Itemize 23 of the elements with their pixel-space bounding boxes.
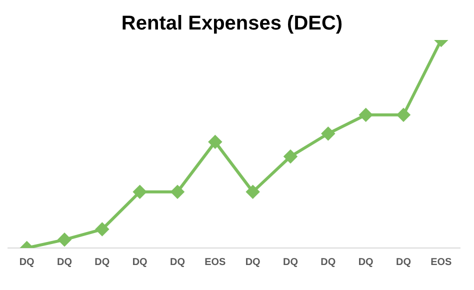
x-tick-label: DQ [245,256,261,268]
point [246,185,260,198]
point [359,108,372,122]
x-tick-label: EOS [430,256,452,268]
point [322,127,335,140]
x-tick-label: DQ [320,256,336,268]
point [208,135,222,148]
point [133,185,146,198]
x-tick-label: EOS [204,256,226,268]
point [171,185,184,198]
point [397,108,410,122]
x-tick-label: DQ [358,256,374,268]
x-tick-label: DQ [283,256,298,268]
x-tick-label: DQ [57,256,72,268]
point [284,150,297,163]
point [58,233,71,246]
point [96,222,109,236]
x-tick-label: DQ [19,256,35,268]
x-tick-label: DQ [132,256,148,268]
x-tick-label: DQ [170,256,186,268]
chart-title: Rental Expenses (DEC) [121,12,343,35]
x-tick-label: DQ [396,256,412,268]
x-tick-label: DQ [94,256,110,268]
